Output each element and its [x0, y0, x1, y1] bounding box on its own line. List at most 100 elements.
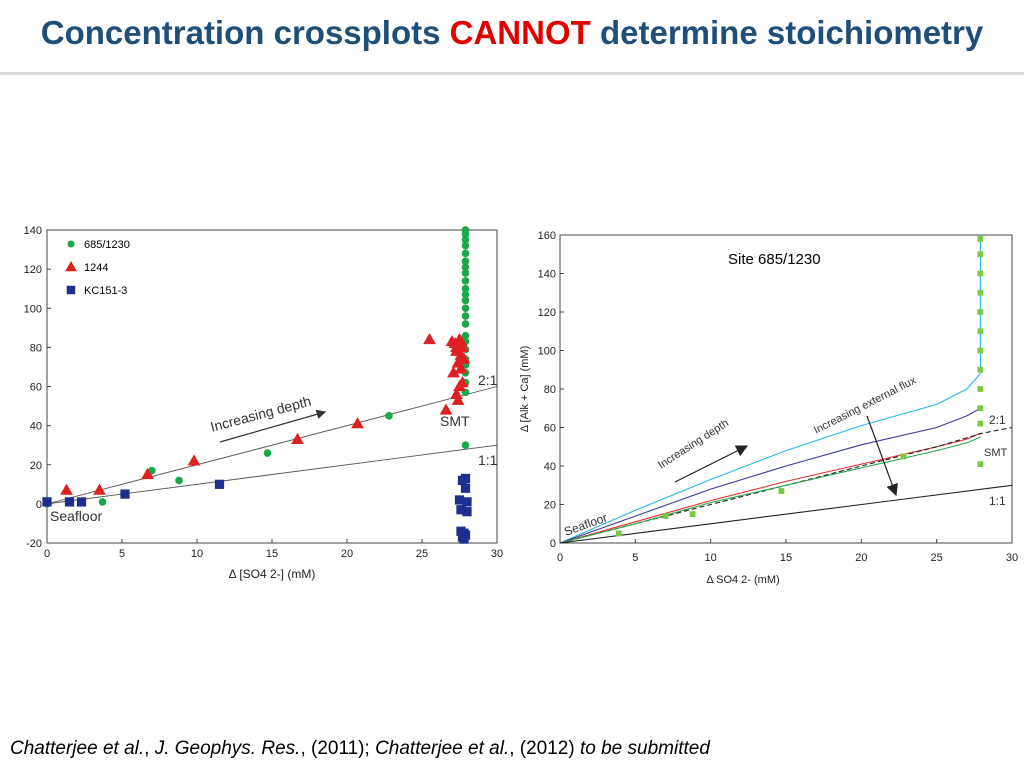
- left-point-685-1230: [385, 412, 393, 420]
- left-y-tick-label: 60: [30, 382, 42, 394]
- left-x-tick-label: 10: [191, 548, 203, 560]
- left-point-1244: [439, 403, 453, 415]
- left-line-label-1to1: 1:1: [478, 452, 498, 468]
- left-point-1244: [454, 334, 468, 347]
- left-point-kc151-3: [460, 530, 471, 540]
- right-x-tick-label: 25: [931, 552, 943, 564]
- left-point-685-1230: [175, 476, 183, 485]
- right-y-axis-label: Δ [Alk + Ca] (mM): [519, 346, 531, 433]
- left-x-tick-label: 25: [416, 548, 428, 560]
- left-x-tick-label: 30: [491, 548, 503, 560]
- left-legend-label-1: 685/1230: [84, 239, 130, 251]
- title-highlight: CANNOT: [449, 14, 591, 51]
- right-axes-frame: [559, 234, 1013, 544]
- left-point-kc151-3: [460, 473, 471, 484]
- right-chart-title: Site 685/1230: [728, 251, 821, 268]
- crossplot-right: 0 5 10 15 20 25 30 0 20 40 60 80 100 120 140 160 Δ SO4 2…: [519, 230, 1018, 586]
- right-y-tick-label: 80: [544, 384, 556, 396]
- left-point-kc151-3: [120, 489, 130, 499]
- left-legend-marker-2: [65, 260, 77, 272]
- left-x-tick-label: 15: [266, 548, 278, 560]
- right-data-point: [689, 511, 696, 518]
- left-legend-label-3: KC151-3: [84, 285, 127, 297]
- left-legend-label-2: 1244: [84, 262, 108, 274]
- right-flux-arrow: [866, 415, 898, 497]
- left-line-label-2to1: 2:1: [478, 372, 498, 388]
- right-data-point: [977, 347, 984, 354]
- left-point-kc151-3: [214, 479, 225, 489]
- right-x-tick-label: 5: [632, 552, 638, 564]
- left-point-1244: [451, 393, 465, 405]
- left-point-685-1230: [98, 498, 107, 506]
- left-point-1244: [141, 468, 154, 480]
- right-data-point: [977, 366, 984, 373]
- right-x-tick-label: 0: [557, 552, 563, 564]
- left-y-tick-label: 120: [24, 264, 42, 276]
- left-point-kc151-3: [76, 497, 87, 507]
- title-divider: [0, 72, 1024, 75]
- right-x-tick-label: 10: [705, 552, 717, 564]
- right-series-line-5: [559, 436, 981, 544]
- right-data-point: [977, 309, 984, 315]
- left-x-tick-label: 0: [44, 548, 50, 560]
- left-point-1244: [351, 417, 364, 429]
- right-data-point: [778, 488, 785, 494]
- left-point-kc151-3: [460, 483, 471, 493]
- left-point-1244: [187, 454, 201, 466]
- citation: Chatterjee et al., J. Geophys. Res., (20…: [10, 738, 710, 760]
- right-x-axis-label: Δ SO4 2- (mM): [706, 574, 779, 586]
- left-point-685-1230: [461, 312, 470, 320]
- right-data-point: [662, 513, 669, 519]
- left-y-tick-label: -20: [26, 538, 42, 550]
- right-annotation-seafloor: Seafloor: [562, 510, 609, 538]
- right-data-point: [977, 461, 984, 467]
- left-point-1244: [456, 376, 469, 388]
- left-y-tick-label: 0: [36, 499, 42, 511]
- citation-year-2: , (2012): [509, 738, 580, 759]
- left-y-tick-label: 140: [24, 225, 42, 237]
- right-x-tick-label: 15: [780, 552, 792, 564]
- right-series-line-6: [559, 484, 1013, 544]
- right-data-point: [977, 270, 984, 277]
- left-y-tick-label: 100: [24, 303, 42, 315]
- left-legend-marker-1: [67, 240, 75, 248]
- left-annotation-seafloor: Seafloor: [50, 508, 102, 524]
- right-line-label-1to1: 1:1: [989, 494, 1006, 508]
- title-part2: determine stoichiometry: [590, 14, 984, 51]
- left-point-1244: [450, 340, 463, 352]
- left-y-tick-label: 40: [30, 421, 42, 433]
- right-data-point: [977, 405, 984, 412]
- right-data-point: [977, 328, 984, 335]
- left-x-tick-label: 20: [341, 548, 353, 560]
- left-depth-arrow: [219, 409, 327, 443]
- left-point-1244: [423, 333, 436, 345]
- right-y-tick-label: 20: [544, 500, 556, 512]
- right-y-tick-label: 140: [538, 269, 556, 281]
- right-plot-area: 0 5 10 15 20 25 30 0 20 40 60 80 100 120 140 160 Δ SO4 2…: [519, 230, 1018, 586]
- left-point-kc151-3: [462, 497, 472, 507]
- right-annotation-external-flux: Increasing external flux: [812, 374, 919, 436]
- left-point-685-1230: [461, 441, 470, 449]
- right-y-tick-label: 0: [550, 538, 556, 550]
- left-point-685-1230: [461, 249, 470, 258]
- right-series-line-3: [559, 432, 981, 544]
- left-point-685-1230: [461, 257, 470, 266]
- right-data-point: [977, 420, 984, 427]
- right-series-line-2: [559, 407, 981, 544]
- left-point-1244: [457, 352, 471, 364]
- left-point-1244: [93, 483, 106, 495]
- right-data-point: [977, 251, 984, 258]
- left-y-tick-label: 80: [30, 342, 42, 354]
- slide-title: Concentration crossplots CANNOT determin…: [0, 14, 1024, 52]
- right-data-point: [977, 235, 984, 242]
- citation-status: to be submitted: [579, 738, 710, 759]
- left-point-1244: [454, 362, 468, 374]
- left-ratio-line-1to1: [46, 444, 498, 505]
- left-x-tick-label: 5: [119, 548, 125, 560]
- left-annotation-increasing-depth: Increasing depth: [209, 393, 313, 435]
- left-point-685-1230: [461, 331, 470, 340]
- left-legend-marker-3: [66, 285, 76, 295]
- right-data-point: [900, 453, 907, 460]
- right-annotation-increasing-depth: Increasing depth: [656, 417, 731, 471]
- citation-journal: J. Geophys. Res.: [154, 738, 301, 759]
